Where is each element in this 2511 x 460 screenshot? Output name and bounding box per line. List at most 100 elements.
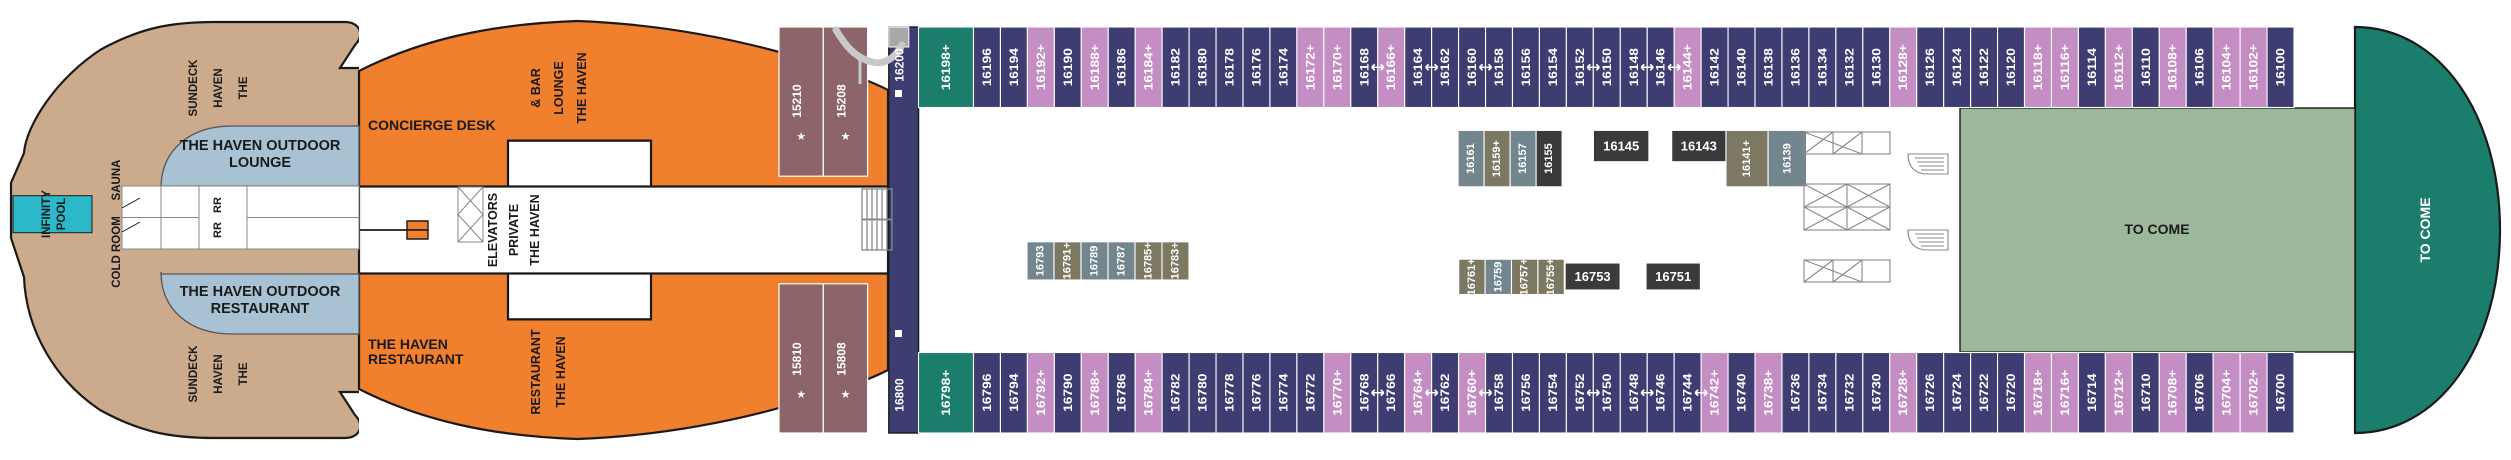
svg-text:16106: 16106 (2193, 48, 2207, 87)
svg-text:16200: 16200 (893, 48, 907, 82)
svg-text:★: ★ (796, 131, 806, 143)
svg-text:16782: 16782 (1169, 373, 1183, 412)
svg-text:HAVEN: HAVEN (213, 68, 225, 107)
svg-text:16170+: 16170+ (1330, 44, 1344, 90)
svg-text:16196: 16196 (980, 48, 994, 87)
svg-text:16774: 16774 (1276, 373, 1290, 412)
svg-text:16728+: 16728+ (1896, 370, 1910, 416)
svg-text:RESTAURANT: RESTAURANT (529, 329, 543, 415)
svg-text:RR: RR (212, 222, 224, 238)
svg-text:THE HAVEN: THE HAVEN (554, 336, 568, 407)
svg-text:16100: 16100 (2274, 48, 2288, 87)
svg-text:16188+: 16188+ (1088, 44, 1102, 90)
svg-text:16158: 16158 (1492, 48, 1506, 87)
svg-text:16757+: 16757+ (1519, 258, 1531, 295)
svg-text:16791+: 16791+ (1062, 242, 1074, 279)
svg-text:16792+: 16792+ (1034, 370, 1048, 416)
svg-text:16706: 16706 (2193, 373, 2207, 412)
svg-text:16770+: 16770+ (1330, 370, 1344, 416)
svg-text:16116+: 16116+ (2058, 44, 2072, 90)
svg-text:16182: 16182 (1169, 48, 1183, 87)
svg-text:16162: 16162 (1438, 48, 1452, 87)
svg-text:TO COME: TO COME (2417, 197, 2433, 262)
svg-text:16159+: 16159+ (1491, 140, 1503, 177)
svg-text:16710: 16710 (2139, 373, 2153, 412)
svg-text:16714: 16714 (2085, 373, 2099, 412)
svg-text:16788+: 16788+ (1088, 370, 1102, 416)
svg-text:16790: 16790 (1061, 373, 1075, 412)
svg-text:16120: 16120 (2004, 48, 2018, 87)
svg-text:16759: 16759 (1492, 262, 1504, 293)
svg-text:15810: 15810 (790, 342, 804, 376)
svg-text:16720: 16720 (2004, 373, 2018, 412)
svg-text:16800: 16800 (893, 378, 907, 412)
svg-text:THE HAVEN: THE HAVEN (368, 336, 448, 352)
svg-text:16143: 16143 (1681, 139, 1717, 154)
svg-text:16702+: 16702+ (2247, 370, 2261, 416)
svg-text:16142: 16142 (1708, 48, 1722, 87)
svg-text:★: ★ (841, 131, 851, 143)
svg-text:16108+: 16108+ (2166, 44, 2180, 90)
svg-text:16176: 16176 (1249, 48, 1263, 87)
svg-text:16718+: 16718+ (2031, 370, 2045, 416)
svg-text:SUNDECK: SUNDECK (188, 59, 200, 117)
svg-text:16122: 16122 (1977, 48, 1991, 87)
svg-text:SAUNA: SAUNA (111, 160, 123, 201)
svg-text:16796: 16796 (980, 373, 994, 412)
svg-text:16776: 16776 (1249, 373, 1263, 412)
svg-text:16192+: 16192+ (1034, 44, 1048, 90)
svg-text:LOUNGE: LOUNGE (552, 61, 566, 114)
svg-text:16772: 16772 (1303, 373, 1317, 412)
svg-text:RESTAURANT: RESTAURANT (211, 301, 310, 317)
svg-text:16190: 16190 (1061, 48, 1075, 87)
svg-text:16778: 16778 (1223, 373, 1237, 412)
svg-text:15210: 15210 (790, 84, 804, 118)
svg-text:16758: 16758 (1492, 373, 1506, 412)
svg-text:16783+: 16783+ (1170, 242, 1182, 279)
svg-text:RR: RR (212, 197, 224, 213)
svg-text:16141+: 16141+ (1741, 140, 1753, 177)
svg-text:16700: 16700 (2274, 373, 2288, 412)
svg-text:16732: 16732 (1842, 373, 1856, 412)
svg-text:16756: 16756 (1519, 373, 1533, 412)
svg-text:16762: 16762 (1438, 373, 1452, 412)
svg-text:16793: 16793 (1035, 246, 1047, 277)
svg-text:RESTAURANT: RESTAURANT (368, 351, 464, 367)
svg-text:16724: 16724 (1950, 373, 1964, 412)
svg-text:16138: 16138 (1761, 48, 1775, 87)
svg-text:16751: 16751 (1655, 269, 1691, 284)
svg-text:16186: 16186 (1115, 48, 1129, 87)
svg-text:16755+: 16755+ (1545, 258, 1557, 295)
svg-text:THE: THE (238, 76, 250, 99)
svg-text:16734: 16734 (1815, 373, 1829, 412)
svg-text:16760+: 16760+ (1465, 370, 1479, 416)
svg-text:★: ★ (841, 389, 851, 401)
svg-text:16722: 16722 (1977, 373, 1991, 412)
svg-text:THE HAVEN OUTDOOR: THE HAVEN OUTDOOR (180, 284, 341, 300)
svg-text:15208: 15208 (835, 84, 849, 118)
svg-text:16139: 16139 (1781, 143, 1793, 174)
svg-text:16744: 16744 (1681, 373, 1695, 412)
svg-text:16145: 16145 (1603, 139, 1639, 154)
svg-text:16764+: 16764+ (1411, 370, 1425, 416)
svg-text:16184+: 16184+ (1142, 44, 1156, 90)
svg-text:16110: 16110 (2139, 48, 2153, 87)
svg-text:16198+: 16198+ (939, 44, 953, 90)
svg-text:16136: 16136 (1788, 48, 1802, 87)
svg-text:16148: 16148 (1627, 48, 1641, 87)
svg-text:16132: 16132 (1842, 48, 1856, 87)
svg-text:16786: 16786 (1115, 373, 1129, 412)
svg-text:16748: 16748 (1627, 373, 1641, 412)
svg-text:16194: 16194 (1007, 48, 1021, 87)
svg-text:16784+: 16784+ (1142, 370, 1156, 416)
svg-text:16160: 16160 (1465, 48, 1479, 87)
svg-text:16780: 16780 (1196, 373, 1210, 412)
svg-text:HAVEN: HAVEN (213, 354, 225, 393)
svg-text:16798+: 16798+ (939, 370, 953, 416)
svg-text:16752: 16752 (1573, 373, 1587, 412)
svg-text:16736: 16736 (1788, 373, 1802, 412)
svg-text:& BAR: & BAR (529, 68, 543, 108)
svg-text:16130: 16130 (1869, 48, 1883, 87)
svg-text:16704+: 16704+ (2220, 370, 2234, 416)
svg-text:16112+: 16112+ (2112, 44, 2126, 90)
